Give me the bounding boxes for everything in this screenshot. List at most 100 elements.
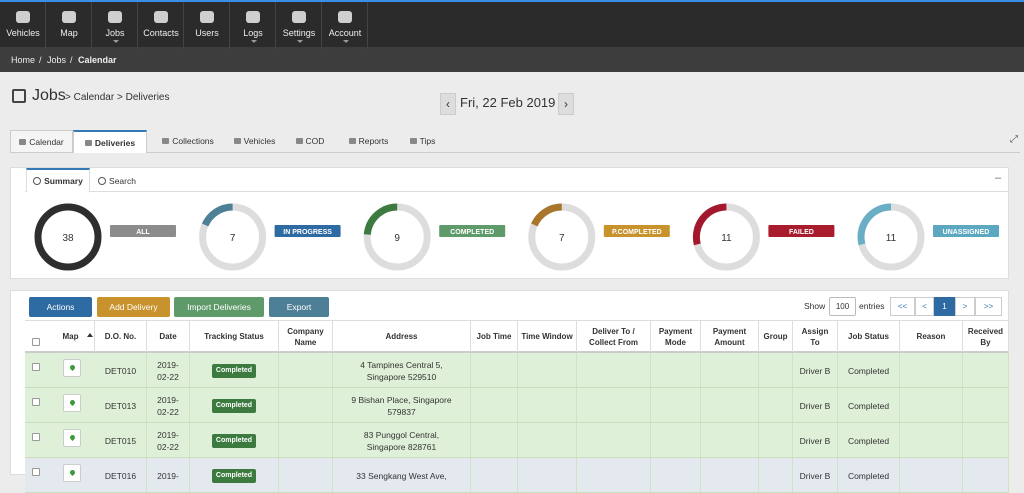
cell xyxy=(963,458,1009,493)
toolbar-button[interactable]: Actions xyxy=(29,297,92,317)
search-icon xyxy=(98,176,107,185)
show-label: Show xyxy=(804,301,826,311)
map-pin xyxy=(68,398,77,407)
column-header[interactable]: Job Status xyxy=(838,321,900,352)
prev-date[interactable]: ‹ xyxy=(440,93,456,115)
nav-item[interactable]: Map xyxy=(46,2,92,49)
toolbar-button[interactable]: Add Delivery xyxy=(97,297,170,317)
toolbar-button[interactable]: Import Deliveries xyxy=(174,297,264,317)
nav-caret xyxy=(251,40,257,43)
status-badge xyxy=(603,225,670,237)
nav-item[interactable]: Settings xyxy=(276,2,322,49)
nav-item[interactable]: Vehicles xyxy=(0,2,46,49)
cell-job-status: Completed xyxy=(838,458,900,493)
column-header[interactable]: Payment Amount xyxy=(701,321,759,352)
column-header[interactable]: Deliver To / Collect From xyxy=(577,321,651,352)
cell xyxy=(577,423,651,458)
column-header[interactable]: Address xyxy=(333,321,471,352)
nav-item[interactable]: Contacts xyxy=(138,2,184,49)
tab[interactable]: Collections xyxy=(158,130,218,152)
toolbar-button[interactable]: Export xyxy=(269,297,329,317)
status-label: ALL xyxy=(136,229,150,236)
column-header[interactable]: Tracking Status xyxy=(190,321,279,352)
nav-item[interactable]: Users xyxy=(184,2,230,49)
tab-icon xyxy=(19,138,27,145)
tab-label: COD xyxy=(305,136,325,146)
nav-icon xyxy=(62,11,76,23)
nav-label: Vehicles xyxy=(6,28,40,38)
cell-job-status: Completed xyxy=(838,388,900,423)
column-header[interactable]: Job Time xyxy=(471,321,518,352)
tab[interactable]: Tips xyxy=(405,130,440,152)
nav-icon xyxy=(108,11,122,23)
column-header[interactable]: Map xyxy=(47,321,95,352)
pagination-button[interactable]: << xyxy=(890,297,915,316)
rings-layer: 38 ALL 7 IN PROGRESS 9 COMPLETED 7 P.COMPLETED 1… xyxy=(34,203,999,271)
calendar-icon xyxy=(12,89,26,103)
pagination-button[interactable]: >> xyxy=(975,297,1002,316)
next-date[interactable]: › xyxy=(558,93,574,115)
map-button[interactable] xyxy=(63,429,81,447)
row-checkbox[interactable] xyxy=(32,363,40,371)
expand-icon[interactable]: ⤢ xyxy=(1010,134,1018,145)
nav-icon xyxy=(246,11,260,23)
tab-icon xyxy=(409,138,417,144)
tab-icon xyxy=(233,138,241,144)
nav-item[interactable]: Jobs xyxy=(92,2,138,49)
cell-address: 9 Bishan Place, Singapore 579837 xyxy=(333,388,471,423)
nav-item[interactable]: Logs xyxy=(230,2,276,49)
breadcrumb-item[interactable]: Jobs xyxy=(47,55,67,65)
tab[interactable]: Vehicles xyxy=(229,130,280,152)
row-checkbox[interactable] xyxy=(32,433,40,441)
tracking-badge: Completed xyxy=(211,433,257,448)
tab[interactable]: Reports xyxy=(343,130,394,152)
nav-label: Logs xyxy=(243,28,263,38)
tab-icon xyxy=(162,138,170,144)
cell-do-no: DET010 xyxy=(95,353,147,388)
cell-address: 83 Punggol Central, Singapore 828761 xyxy=(333,423,471,458)
cell: Completed xyxy=(190,458,279,493)
column-header[interactable]: Assign To xyxy=(793,321,838,352)
page-size-select[interactable]: 100 xyxy=(829,297,856,316)
summary-tabbar xyxy=(25,168,1008,192)
cell xyxy=(651,458,701,493)
breadcrumb-item[interactable]: Home xyxy=(11,55,36,65)
ring-count: 11 xyxy=(721,233,732,244)
column-header[interactable]: Payment Mode xyxy=(651,321,701,352)
map-button[interactable] xyxy=(63,359,81,377)
tab-icon xyxy=(84,139,92,146)
pagination-button[interactable]: > xyxy=(955,297,975,316)
pagination-button[interactable]: 1 xyxy=(934,297,955,316)
nav-icon xyxy=(200,11,214,23)
nav-item[interactable]: Account xyxy=(322,2,368,49)
column-header[interactable]: Group xyxy=(759,321,793,352)
row-checkbox[interactable] xyxy=(32,398,40,406)
status-label: FAILED xyxy=(789,229,814,236)
map-pin xyxy=(68,363,77,372)
tab[interactable]: Calendar xyxy=(10,130,73,152)
ring-count: 38 xyxy=(62,233,74,244)
cell xyxy=(279,458,333,493)
tab[interactable]: COD xyxy=(293,130,327,152)
nav-label: Contacts xyxy=(143,28,179,38)
column-header[interactable]: Received By xyxy=(963,321,1009,352)
map-button[interactable] xyxy=(63,394,81,412)
ring-count: 11 xyxy=(886,233,897,244)
search-icon xyxy=(33,177,42,185)
pagination-button[interactable]: < xyxy=(915,297,934,316)
tracking-badge: Completed xyxy=(211,468,257,483)
column-header[interactable]: Date xyxy=(147,321,190,352)
collapse-icon[interactable]: – xyxy=(995,172,1002,184)
header-checkbox[interactable] xyxy=(32,338,40,346)
tab[interactable]: Deliveries xyxy=(73,130,147,153)
nav-label: Map xyxy=(60,28,78,38)
summary-tab[interactable]: Summary xyxy=(26,168,90,193)
page-title: Jobs xyxy=(32,87,66,104)
map-button[interactable] xyxy=(63,464,81,482)
column-header[interactable]: Reason xyxy=(900,321,963,352)
cell-do-no: DET015 xyxy=(95,423,147,458)
column-header[interactable]: D.O. No. xyxy=(95,321,147,352)
column-header[interactable]: Time Window xyxy=(518,321,577,352)
column-header[interactable]: Company Name xyxy=(279,321,333,352)
summary-tab[interactable]: Search xyxy=(92,168,142,193)
